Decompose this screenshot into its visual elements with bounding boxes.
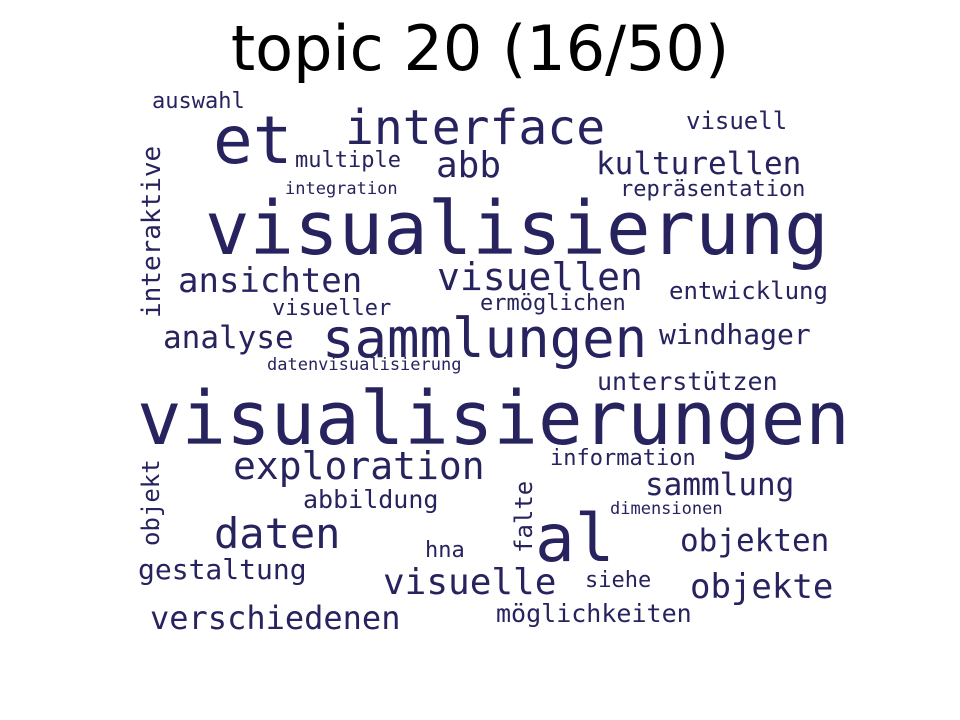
word-entwicklung: entwicklung [669, 277, 828, 305]
word-et: et [213, 102, 293, 179]
word-gestaltung: gestaltung [138, 553, 307, 586]
word-integration: integration [285, 179, 398, 199]
word-abb: abb [436, 145, 502, 186]
word-kulturellen: kulturellen [596, 146, 802, 182]
word-auswahl: auswahl [152, 89, 245, 114]
word-objekte: objekte [690, 567, 834, 607]
word-ansichten: ansichten [178, 261, 363, 301]
word-exploration: exploration [233, 444, 485, 488]
word-sammlungen: sammlungen [322, 307, 648, 370]
topic-title: topic 20 (16/50) [230, 12, 730, 85]
word-information: information [550, 446, 696, 471]
word-datenvisualisierung: datenvisualisierung [267, 355, 462, 375]
word-moglichkeiten: möglichkeiten [496, 599, 692, 628]
word-visuelle: visuelle [383, 562, 557, 603]
word-objekten: objekten [680, 523, 830, 559]
word-analyse: analyse [163, 320, 294, 356]
word-hna: hna [425, 538, 465, 563]
word-daten: daten [214, 509, 341, 558]
word-windhager: windhager [659, 318, 811, 351]
word-visuellen: visuellen [437, 255, 643, 299]
word-interface: interface [345, 100, 606, 156]
word-interaktive: interaktive [137, 145, 167, 318]
word-al: al [535, 500, 615, 577]
word-abbildung: abbildung [303, 485, 439, 514]
word-multiple: multiple [295, 148, 401, 173]
word-ermoglichen: ermöglichen [480, 291, 626, 316]
word-dimensionen: dimensionen [610, 499, 723, 519]
word-sammlung: sammlung [645, 467, 795, 503]
word-falte: falte [510, 480, 538, 553]
word-visualisierungen: visualisierungen [137, 376, 850, 462]
word-siehe: siehe [585, 568, 652, 593]
word-reprasentation: repräsentation [620, 177, 806, 202]
word-objekt: objekt [137, 459, 165, 546]
word-unterstutzen: unterstützen [597, 367, 778, 396]
word-visueller: visueller [272, 296, 392, 321]
word-visuell: visuell [686, 107, 788, 135]
word-verschiedenen: verschiedenen [150, 599, 401, 637]
word-visualisierung: visualisierung [205, 186, 829, 272]
